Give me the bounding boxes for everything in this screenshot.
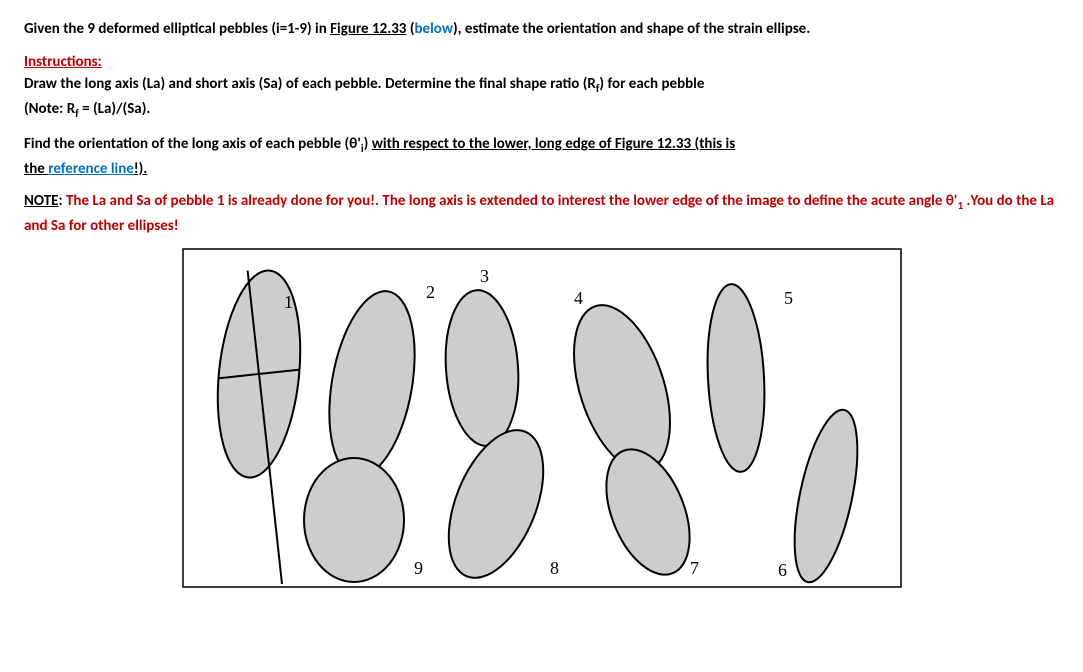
- p4-red1: The La and Sa of pebble 1 is already don…: [66, 192, 957, 210]
- svg-text:8: 8: [550, 558, 559, 578]
- svg-text:1: 1: [284, 292, 293, 312]
- figure-12-33: 1 2 3 4 5 6 7 8 9: [182, 248, 902, 588]
- paragraph-3: Find the orientation of the long axis of…: [24, 133, 1059, 180]
- p2-body-post: ) for each pebble: [599, 75, 704, 93]
- paragraph-2: Instructions: Draw the long axis (La) an…: [24, 51, 1059, 123]
- p2-line2-post: = (La)/(Sa).: [79, 100, 151, 118]
- paragraph-4: NOTE: The La and Sa of pebble 1 is alrea…: [24, 190, 1059, 237]
- p2-body-pre: Draw the long axis (La) and short axis (…: [24, 75, 596, 93]
- p2-line2-pre: (Note: R: [24, 100, 75, 118]
- p2-instructions-label: Instructions:: [24, 53, 102, 71]
- svg-text:5: 5: [784, 288, 793, 308]
- svg-text:6: 6: [778, 560, 787, 580]
- p1-below: below: [415, 20, 454, 38]
- p3-u2-pre: the: [24, 160, 48, 178]
- svg-text:3: 3: [480, 266, 489, 286]
- p3-pre: Find the orientation of the long axis of…: [24, 135, 361, 153]
- svg-text:4: 4: [574, 288, 583, 308]
- svg-text:9: 9: [414, 558, 423, 578]
- p4-note: NOTE: [24, 192, 58, 210]
- paragraph-1: Given the 9 deformed elliptical pebbles …: [24, 18, 1059, 41]
- p3-u1: with respect to the lower, long edge of …: [372, 135, 735, 153]
- svg-text:2: 2: [426, 282, 435, 302]
- p1-pre: Given the 9 deformed elliptical pebbles …: [24, 20, 330, 38]
- p4-colon: :: [58, 192, 66, 210]
- p1-paren-open: (: [406, 20, 414, 38]
- p3-u2-ref: reference line: [48, 160, 134, 178]
- svg-text:7: 7: [690, 558, 699, 578]
- p3-mid: ): [364, 135, 372, 153]
- p1-paren-close: ), estimate the orientation and shape of…: [453, 20, 810, 38]
- p1-figref: Figure 12.33: [330, 20, 406, 38]
- p3-u2-post: !).: [134, 160, 148, 178]
- figure-container: 1 2 3 4 5 6 7 8 9: [24, 248, 1059, 596]
